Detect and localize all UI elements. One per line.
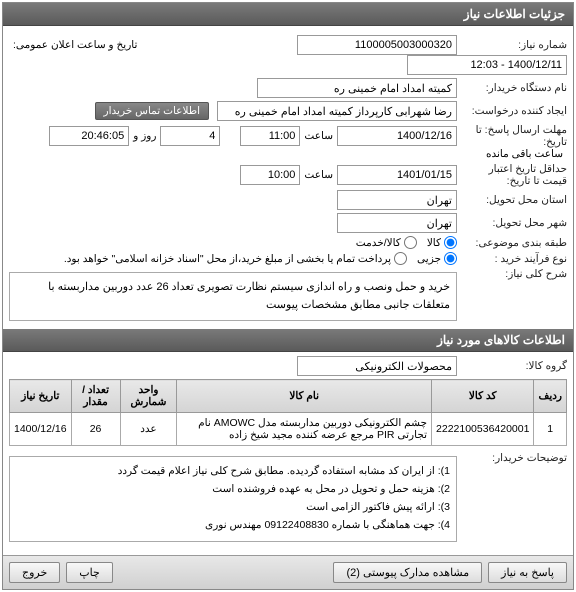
cat-service-radio[interactable]: کالا/خدمت [356,236,417,249]
deliver-city-field[interactable] [337,213,457,233]
col-date: تاریخ نیاز [10,380,72,413]
main-panel: جزئیات اطلاعات نیاز شماره نیاز: تاریخ و … [2,2,574,590]
note-3: 3): ارائه پیش فاکتور الزامی است [16,499,450,517]
cell-name: چشم الکترونیکی دوربین مداربسته مدل AMOWC… [177,413,432,446]
need-no-field[interactable] [297,35,457,55]
cat-goods-radio[interactable]: کالا [427,236,457,249]
category-label: طبقه بندی موضوعی: [457,237,567,249]
col-qty: تعداد / مقدار [71,380,120,413]
notes-label: توضیحات خریدار: [457,452,567,464]
items-table: ردیف کد کالا نام کالا واحد شمارش تعداد /… [9,379,567,446]
process-label: نوع فرآیند خرید : [457,253,567,265]
panel-title: جزئیات اطلاعات نیاز [3,3,573,26]
time-label-2: ساعت [304,169,333,181]
time-label-1: ساعت [304,130,333,142]
deliver-city-label: شهر محل تحویل: [457,217,567,229]
cell-qty: 26 [71,413,120,446]
public-date-label: تاریخ و ساعت اعلان عمومی: [13,39,137,51]
deliver-loc-label: استان محل تحویل: [457,194,567,206]
public-date-field[interactable] [407,55,567,75]
note-4: 4): جهت هماهنگی با شماره 09122408830 مهن… [16,517,450,535]
cell-code: 2222100536420001 [432,413,534,446]
remain-time-field[interactable] [49,126,129,146]
note-1: 1): از ایران کد مشابه استفاده گردیده. مط… [16,463,450,481]
validity-time-field[interactable] [240,165,300,185]
contact-button[interactable]: اطلاعات تماس خریدار [95,102,209,120]
day-label: روز و [133,130,156,142]
deliver-loc-field[interactable] [337,190,457,210]
exit-button[interactable]: خروج [9,562,60,583]
attachments-button[interactable]: مشاهده مدارک پیوستی (2) [333,562,482,583]
col-unit: واحد شمارش [120,380,177,413]
print-button[interactable]: چاپ [66,562,113,583]
cell-idx: 1 [534,413,567,446]
footer-bar: پاسخ به نیاز مشاهده مدارک پیوستی (2) چاپ… [3,555,573,589]
validity-label: حداقل تاریخ اعتبار قیمت تا تاریخ: [457,163,567,187]
need-no-label: شماره نیاز: [457,39,567,51]
remain-label: ساعت باقی مانده [486,148,563,160]
notes-box: 1): از ایران کد مشابه استفاده گردیده. مط… [9,456,457,541]
group-field[interactable] [297,356,457,376]
deadline-time-field[interactable] [240,126,300,146]
col-name: نام کالا [177,380,432,413]
col-idx: ردیف [534,380,567,413]
deadline-date-field[interactable] [337,126,457,146]
group-label: گروه کالا: [457,360,567,372]
desc-text: خرید و حمل ونصب و راه اندازی سیستم نظارت… [9,272,457,321]
desc-label: شرح کلی نیاز: [457,268,567,280]
buyer-label: نام دستگاه خریدار: [457,82,567,94]
proc-full-radio[interactable]: پرداخت تمام یا بخشی از مبلغ خرید،از محل … [64,252,407,265]
days-field[interactable] [160,126,220,146]
panel-body: شماره نیاز: تاریخ و ساعت اعلان عمومی: نا… [3,26,573,555]
creator-field[interactable] [217,101,457,121]
note-2: 2): هزینه حمل و تحویل در محل به عهده فرو… [16,481,450,499]
table-row[interactable]: 1 2222100536420001 چشم الکترونیکی دوربین… [10,413,567,446]
proc-part-radio[interactable]: جزیی [417,252,457,265]
reply-button[interactable]: پاسخ به نیاز [488,562,567,583]
cell-date: 1400/12/16 [10,413,72,446]
cell-unit: عدد [120,413,177,446]
category-radios: کالا کالا/خدمت [356,236,457,249]
col-code: کد کالا [432,380,534,413]
process-radios: جزیی پرداخت تمام یا بخشی از مبلغ خرید،از… [64,252,457,265]
deadline-label: مهلت ارسال پاسخ: تا تاریخ: [457,124,567,148]
buyer-field[interactable] [257,78,457,98]
table-header-row: ردیف کد کالا نام کالا واحد شمارش تعداد /… [10,380,567,413]
creator-label: ایجاد کننده درخواست: [457,105,567,117]
validity-date-field[interactable] [337,165,457,185]
items-header: اطلاعات کالاهای مورد نیاز [3,329,573,352]
